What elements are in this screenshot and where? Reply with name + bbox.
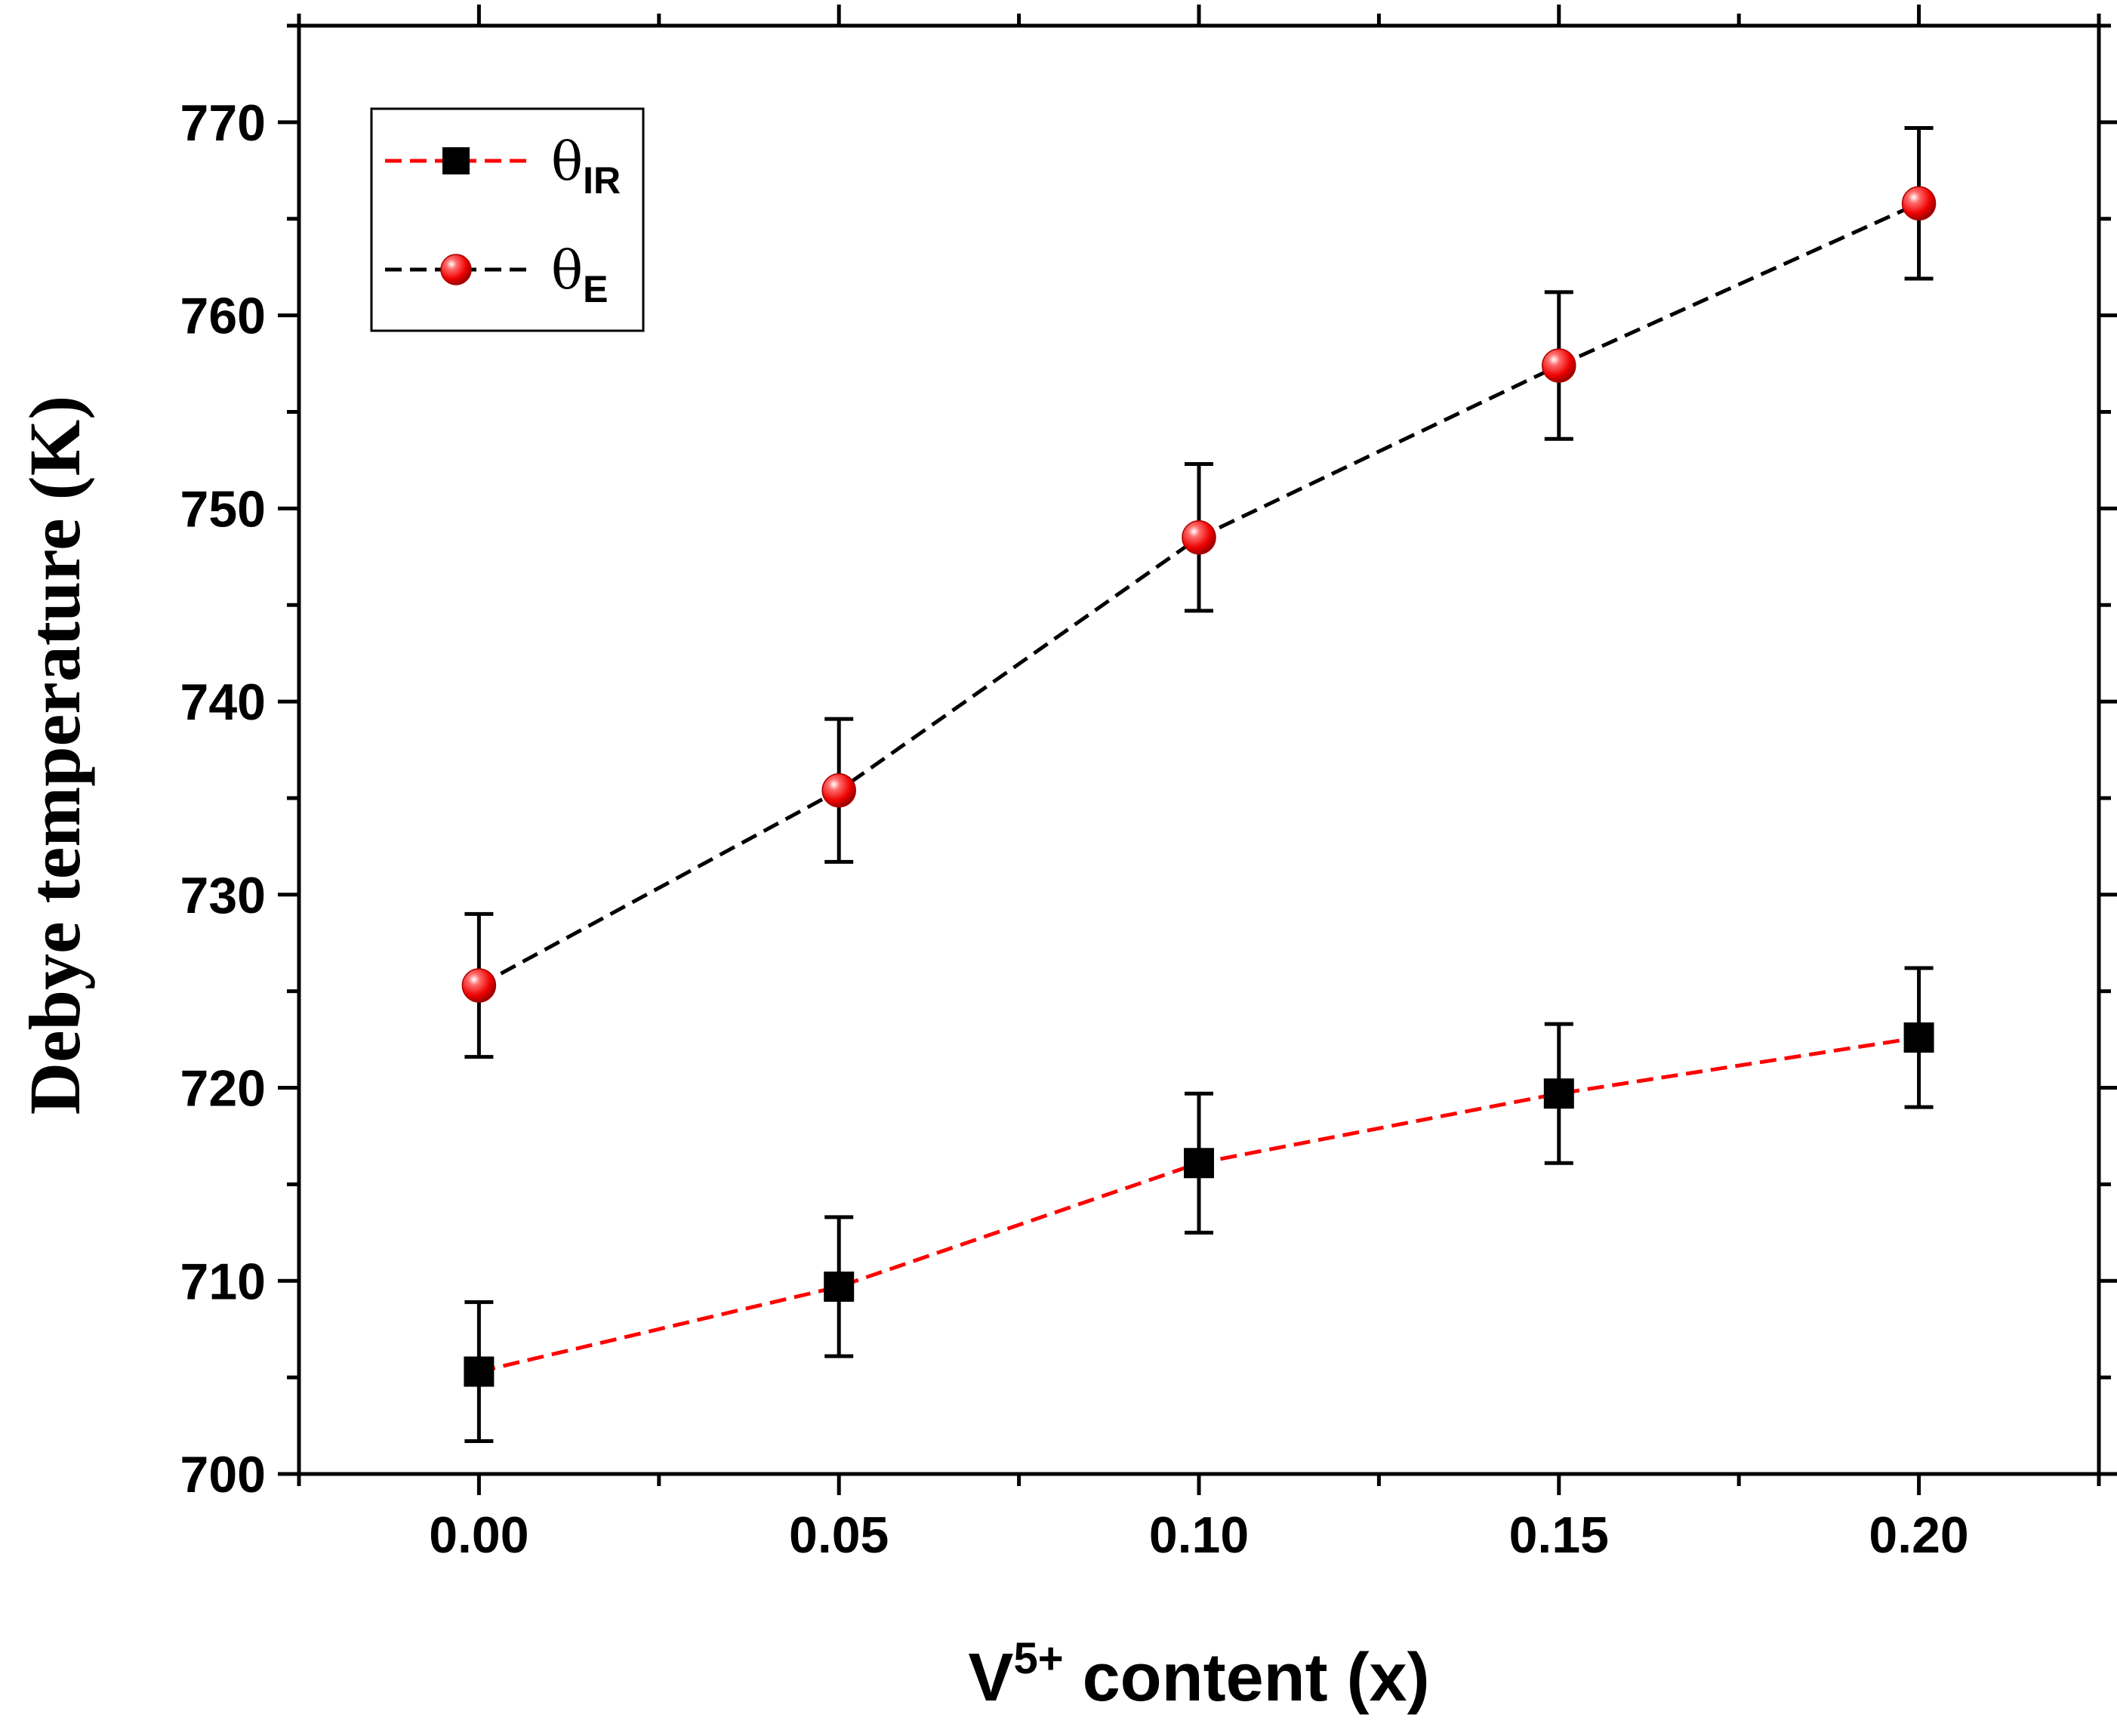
- y-axis-title: Debye temperature (K): [14, 396, 95, 1115]
- legend-box: [370, 107, 645, 332]
- y-tick-labels: 700 710 720 730 740 750 760 770: [180, 94, 266, 1503]
- legend: θIR θE: [370, 107, 645, 332]
- legend-marker-theta-ir: [442, 147, 470, 174]
- legend-label-theta-e: θE: [551, 239, 609, 310]
- data-point-theta-e: [1182, 520, 1216, 555]
- data-point-theta-e: [1542, 348, 1576, 383]
- x-tick-labels: 0.00 0.05 0.10 0.15 0.20: [429, 1506, 1969, 1564]
- data-point-theta-e: [461, 968, 497, 1003]
- y-tick-label: 700: [180, 1446, 266, 1503]
- y-tick-label: 770: [180, 94, 266, 152]
- x-tick-label: 0.10: [1149, 1506, 1249, 1564]
- data-point-theta-e: [1901, 186, 1937, 221]
- y-tick-label: 710: [180, 1253, 266, 1310]
- data-point-theta-ir: [1543, 1078, 1574, 1109]
- axis-ticks: [278, 5, 2117, 1495]
- x-tick-label: 0.00: [429, 1506, 528, 1564]
- x-tick-label: 0.20: [1869, 1506, 1968, 1564]
- y-tick-label: 750: [180, 480, 266, 538]
- data-point-theta-e: [821, 772, 856, 808]
- y-tick-label: 760: [180, 288, 266, 345]
- y-tick-label: 730: [180, 867, 266, 924]
- data-point-theta-ir: [824, 1271, 855, 1302]
- x-tick-label: 0.15: [1509, 1506, 1609, 1564]
- y-tick-label: 720: [180, 1060, 266, 1118]
- x-axis-title: V5+ content (x): [968, 1634, 1429, 1716]
- legend-label-theta-ir: θIR: [551, 131, 621, 202]
- data-point-theta-ir: [1184, 1148, 1214, 1179]
- data-point-theta-ir: [464, 1356, 495, 1387]
- y-tick-label: 740: [180, 674, 266, 731]
- legend-marker-theta-e: [440, 254, 472, 285]
- x-tick-label: 0.05: [789, 1506, 889, 1564]
- error-bars: [464, 126, 1934, 1444]
- data-point-theta-ir: [1903, 1022, 1934, 1053]
- data-markers: [461, 186, 1937, 1387]
